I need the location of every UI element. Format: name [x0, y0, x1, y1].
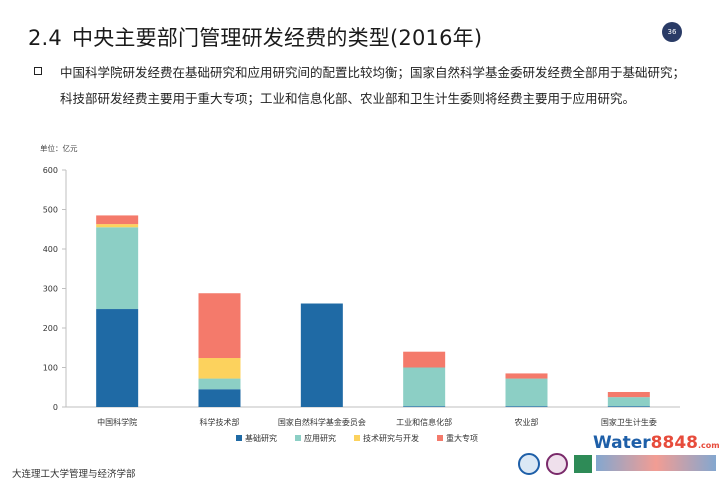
bar-segment	[607, 391, 650, 398]
watermark-strip	[596, 455, 716, 471]
title-text: 中央主要部门管理研发经费的类型(2016年)	[72, 26, 483, 50]
page-number-badge: 36	[662, 22, 682, 42]
y-tick-label: 300	[43, 285, 58, 294]
bar-segment	[505, 406, 548, 407]
bar-segment	[96, 215, 139, 225]
x-tick-label: 中国科学院	[97, 417, 137, 427]
bar-segment	[403, 351, 446, 368]
legend-label: 基础研究	[245, 433, 277, 443]
water8848-logo: Water8848.com	[593, 433, 720, 453]
y-tick-label: 100	[43, 364, 58, 373]
x-tick-label: 国家卫生计生委	[601, 417, 657, 427]
bar-segment	[198, 293, 241, 359]
chart-bars	[96, 215, 650, 407]
university-seal-icon	[518, 453, 540, 475]
y-tick-label: 400	[43, 245, 58, 254]
bar-segment	[607, 397, 650, 407]
y-tick-label: 0	[53, 403, 58, 412]
y-tick-label: 200	[43, 324, 58, 333]
legend-label: 技术研究与开发	[363, 433, 419, 443]
bar-segment	[96, 227, 139, 310]
y-tick-label: 500	[43, 206, 58, 215]
section-number: 2.4	[28, 26, 62, 50]
bar-segment	[505, 378, 548, 407]
bar-segment	[607, 406, 650, 407]
bar-segment	[198, 378, 241, 390]
bar-segment	[96, 224, 139, 228]
x-tick-label: 科学技术部	[200, 417, 240, 427]
bar-segment	[403, 367, 446, 407]
bar-segment	[505, 373, 548, 379]
legend-swatch	[437, 435, 443, 441]
unit-label: 单位：亿元	[40, 144, 78, 153]
bar-segment	[300, 303, 343, 407]
accreditation-icon	[574, 455, 592, 473]
bar-segment	[96, 309, 139, 407]
x-tick-label: 国家自然科学基金委员会	[278, 417, 366, 427]
bar-segment	[198, 358, 241, 379]
legend-label: 重大专项	[446, 433, 478, 443]
y-tick-label: 600	[43, 166, 58, 175]
page-title: 2.4 中央主要部门管理研发经费的类型(2016年)	[28, 22, 482, 52]
description-text: 中国科学院研发经费在基础研究和应用研究间的配置比较均衡；国家自然科学基金委研发经…	[60, 65, 686, 106]
bar-segment	[198, 389, 241, 407]
institution-seal-icon	[546, 453, 568, 475]
x-tick-label: 农业部	[515, 417, 539, 427]
legend-swatch	[354, 435, 360, 441]
x-tick-labels: 中国科学院 科学技术部 国家自然科学基金委员会 工业和信息化部 农业部 国家卫生计生委	[97, 417, 657, 427]
legend-swatch	[236, 435, 242, 441]
legend-swatch	[295, 435, 301, 441]
x-tick-label: 工业和信息化部	[396, 417, 452, 427]
chart-legend: 基础研究 应用研究 技术研究与开发 重大专项	[236, 433, 478, 443]
bar-segment	[403, 406, 446, 407]
chart-axes: 0 100 200 300 400 500 600	[43, 166, 680, 412]
footer-institution: 大连理工大学管理与经济学部	[12, 469, 136, 480]
legend-label: 应用研究	[304, 433, 336, 443]
bullet-square-icon	[34, 67, 42, 75]
watermark-logos: Water8848.com	[518, 433, 720, 483]
